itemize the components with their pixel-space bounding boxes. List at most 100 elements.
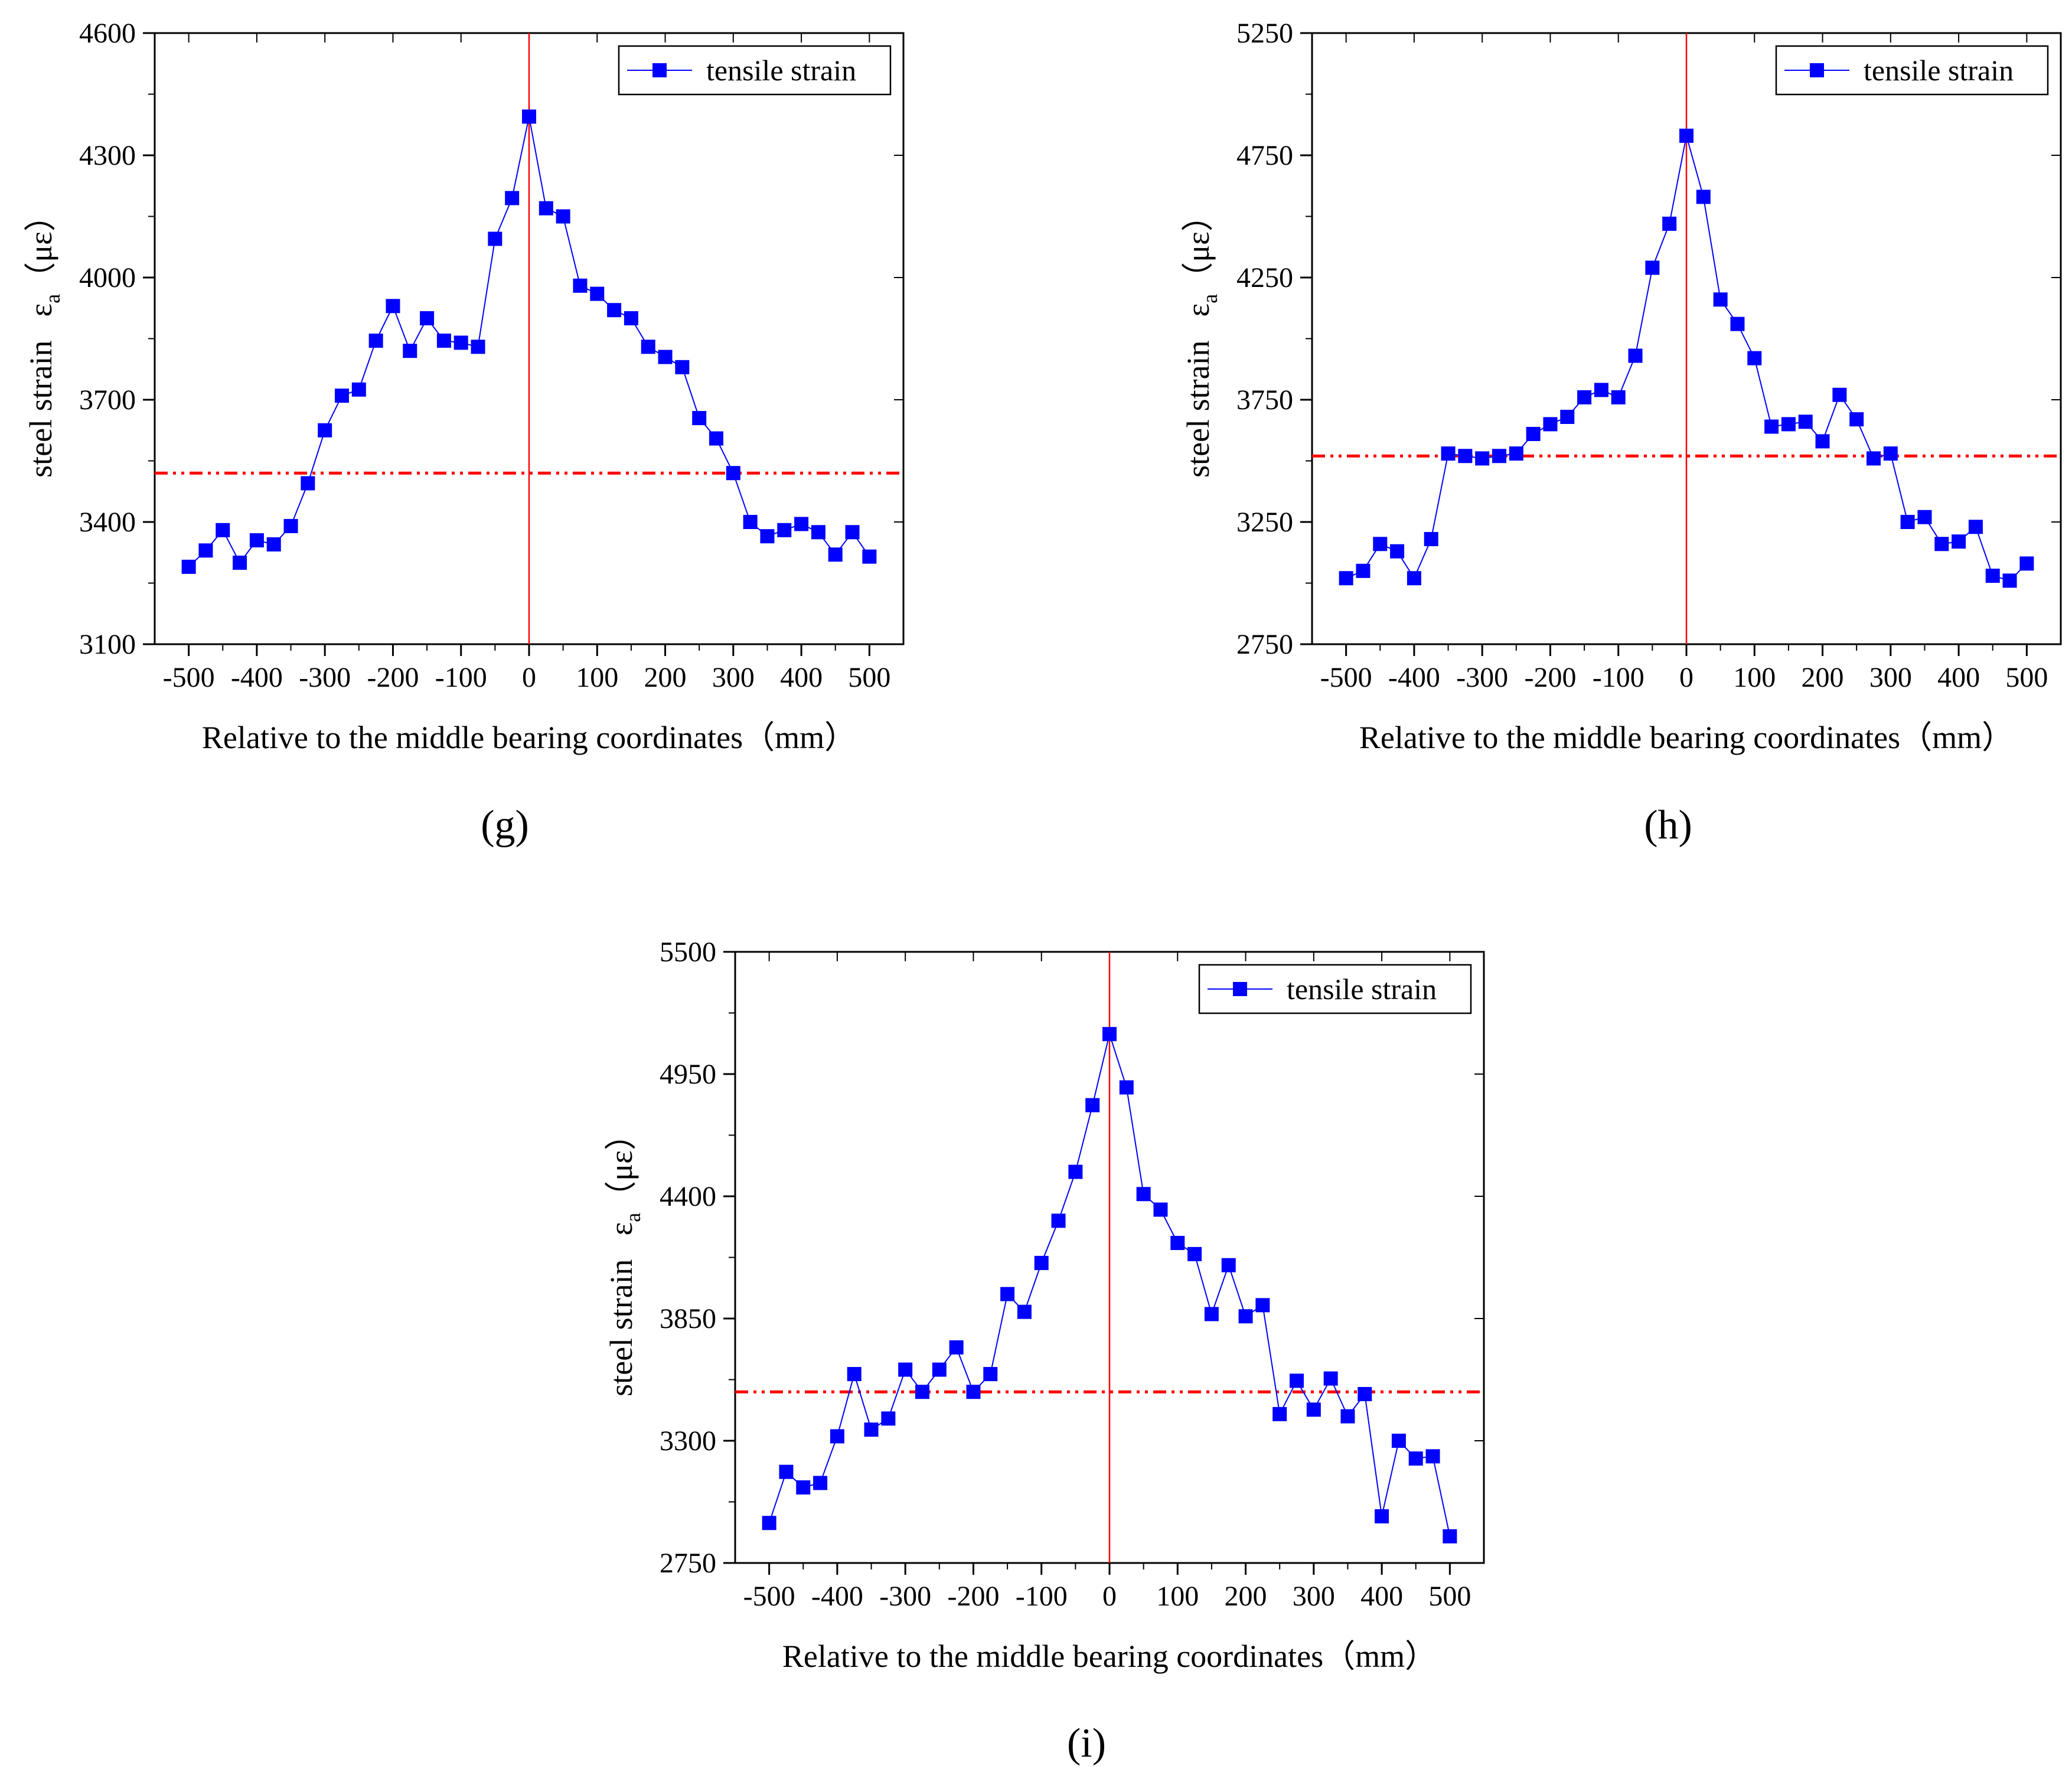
- y-axis-title-unit: （με）: [1180, 200, 1216, 294]
- data-point: [1713, 292, 1728, 307]
- x-tick-label: 500: [848, 662, 890, 693]
- x-tick-label: 100: [576, 662, 618, 693]
- y-axis-title-symbol: ε: [1180, 304, 1216, 317]
- x-tick-label: 200: [644, 662, 687, 693]
- data-point: [949, 1340, 964, 1355]
- data-point: [233, 556, 247, 570]
- data-point: [1458, 449, 1473, 464]
- data-point: [351, 382, 366, 397]
- x-tick-label: 200: [1225, 1581, 1267, 1612]
- x-tick-label: 300: [712, 662, 755, 693]
- data-point: [1526, 426, 1541, 441]
- data-point: [1000, 1287, 1015, 1301]
- data-point: [607, 303, 622, 318]
- data-point: [1441, 446, 1456, 461]
- data-point: [590, 286, 605, 301]
- data-point: [1832, 387, 1847, 402]
- data-point: [198, 543, 213, 558]
- data-point: [864, 1422, 879, 1437]
- data-point: [573, 278, 588, 293]
- y-tick-label: 3750: [1236, 384, 1293, 416]
- data-point: [760, 529, 775, 544]
- data-point: [862, 549, 877, 564]
- legend-marker: [1810, 63, 1824, 77]
- data-point: [1407, 571, 1421, 586]
- y-axis-title-unit: （με）: [603, 1118, 639, 1213]
- data-point: [1408, 1451, 1423, 1466]
- x-tick-label: 300: [1293, 1581, 1335, 1612]
- x-tick-label: 200: [1802, 662, 1844, 693]
- data-point: [403, 344, 417, 358]
- chart-h: -500 -400 -300 -200 -100 0 100 200 300 400 500 2750…: [1180, 18, 2062, 848]
- data-point: [1798, 415, 1813, 429]
- y-tick-label: 4250: [1236, 262, 1293, 293]
- data-point: [1594, 383, 1608, 397]
- data-point: [1543, 417, 1558, 432]
- x-tick-label: 0: [522, 662, 536, 693]
- data-point: [1170, 1236, 1185, 1251]
- x-tick-label: -200: [947, 1581, 999, 1612]
- y-axis-title: steel strain εa（με）: [1180, 200, 1222, 478]
- data-point: [1934, 537, 1949, 551]
- data-point: [692, 411, 707, 426]
- data-point: [1358, 1386, 1372, 1401]
- data-point: [1764, 419, 1779, 434]
- data-point: [1340, 1409, 1355, 1424]
- data-point: [1577, 390, 1592, 404]
- data-point: [1034, 1255, 1049, 1270]
- data-point: [1068, 1164, 1083, 1179]
- legend-marker: [652, 63, 667, 77]
- y-tick-label: 3850: [660, 1303, 716, 1334]
- data-point: [1306, 1402, 1321, 1417]
- y-tick-label: 4750: [1236, 140, 1293, 171]
- data-point: [1187, 1246, 1202, 1261]
- data-point: [216, 523, 230, 537]
- y-tick-label: 4400: [660, 1181, 716, 1212]
- y-axis-title-text: steel strain: [23, 340, 58, 477]
- data-point: [1509, 446, 1523, 461]
- data-point: [1102, 1027, 1117, 1042]
- data-point: [915, 1385, 929, 1399]
- x-tick-label: 500: [1428, 1581, 1471, 1612]
- y-axis-title-text: steel strain: [603, 1259, 639, 1396]
- data-point: [675, 360, 690, 374]
- data-point: [847, 1367, 862, 1382]
- data-point: [266, 537, 281, 551]
- data-point: [1204, 1307, 1219, 1321]
- data-point: [1815, 434, 1830, 449]
- data-point: [1679, 128, 1694, 143]
- data-point: [1492, 449, 1506, 464]
- data-point: [1255, 1298, 1270, 1313]
- data-point: [1611, 390, 1626, 404]
- data-point: [966, 1385, 981, 1399]
- data-point: [556, 209, 570, 224]
- y-tick-label: 5250: [1236, 18, 1293, 49]
- data-point: [1628, 348, 1643, 363]
- y-tick-label: 5500: [660, 936, 716, 968]
- y-axis-title-subscript: a: [41, 294, 64, 304]
- data-point: [522, 109, 536, 124]
- data-point: [1238, 1309, 1253, 1324]
- data-point: [983, 1367, 998, 1382]
- data-point: [1390, 544, 1405, 559]
- data-point: [1290, 1373, 1304, 1388]
- data-point: [828, 547, 843, 562]
- data-point: [1849, 412, 1864, 427]
- x-tick-label: -100: [1016, 1581, 1068, 1612]
- y-tick-label: 3300: [660, 1425, 716, 1457]
- data-point: [1424, 531, 1438, 546]
- data-point: [1051, 1213, 1066, 1228]
- y-axis-title-text: steel strain: [1180, 340, 1216, 477]
- data-point: [709, 431, 723, 446]
- data-point: [779, 1464, 794, 1479]
- data-point: [1373, 537, 1388, 551]
- data-point: [796, 1480, 811, 1495]
- y-tick-label: 4000: [79, 262, 136, 293]
- data-point: [830, 1429, 844, 1444]
- y-axis-title: steel strain εa（με）: [23, 200, 64, 478]
- x-tick-label: 100: [1733, 662, 1776, 693]
- data-point: [743, 515, 758, 529]
- data-point: [453, 335, 468, 350]
- data-point: [368, 333, 383, 348]
- data-point: [1900, 515, 1915, 529]
